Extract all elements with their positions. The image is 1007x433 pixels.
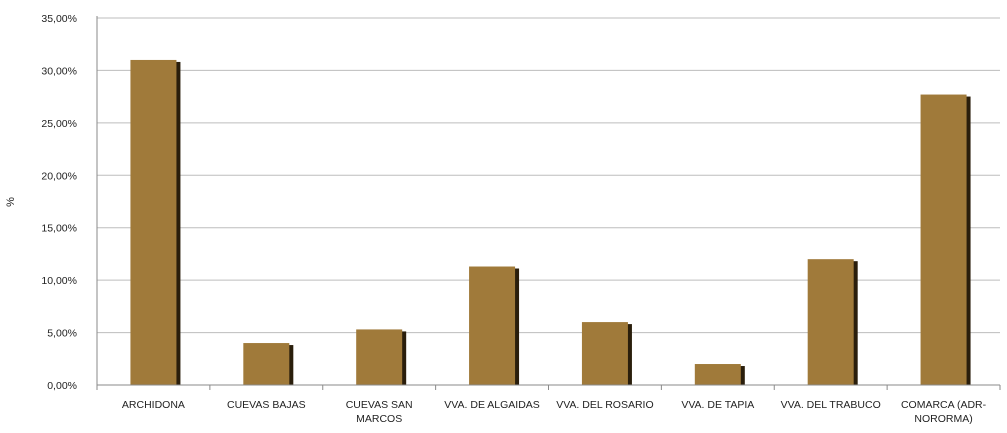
gridlines: [97, 17, 1000, 334]
x-tick-label: VVA. DEL ROSARIO: [556, 399, 653, 411]
bar: [920, 94, 967, 385]
y-axis-title: %: [5, 197, 17, 207]
axes: [96, 16, 1001, 390]
y-tick-label: 30,00%: [41, 65, 77, 77]
y-tick-labels: 0,00% 5,00% 10,00% 15,00% 20,00% 25,00% 30,00%…: [41, 13, 77, 392]
x-tick-label: VVA. DEL TRABUCO: [781, 399, 881, 411]
bar: [469, 266, 516, 385]
y-tick-label: 0,00%: [47, 380, 77, 392]
bar: [243, 343, 290, 385]
y-tick-label: 25,00%: [41, 118, 77, 130]
x-tick-label: COMARCA (ADR-NORORMA): [901, 399, 987, 425]
bar: [694, 364, 741, 385]
y-tick-label: 15,00%: [41, 223, 77, 235]
y-tick-label: 10,00%: [41, 275, 77, 287]
bar: [356, 329, 403, 385]
x-tick-label: VVA. DE ALGAIDAS: [444, 399, 540, 411]
x-tick-label: CUEVAS BAJAS: [227, 399, 306, 411]
bar: [130, 59, 177, 385]
bar: [807, 259, 854, 385]
bars: [130, 59, 971, 385]
bar: [581, 322, 628, 385]
x-tick-label: ARCHIDONA: [122, 399, 185, 411]
y-tick-label: 20,00%: [41, 170, 77, 182]
x-tick-labels: ARCHIDONA CUEVAS BAJAS CUEVAS SAN MARCOS VVA…: [122, 399, 987, 425]
y-tick-label: 35,00%: [41, 13, 77, 25]
x-tick-label: VVA. DE TAPIA: [681, 399, 754, 411]
y-tick-label: 5,00%: [47, 328, 77, 340]
x-tick-label: CUEVAS SAN MARCOS: [346, 399, 413, 425]
